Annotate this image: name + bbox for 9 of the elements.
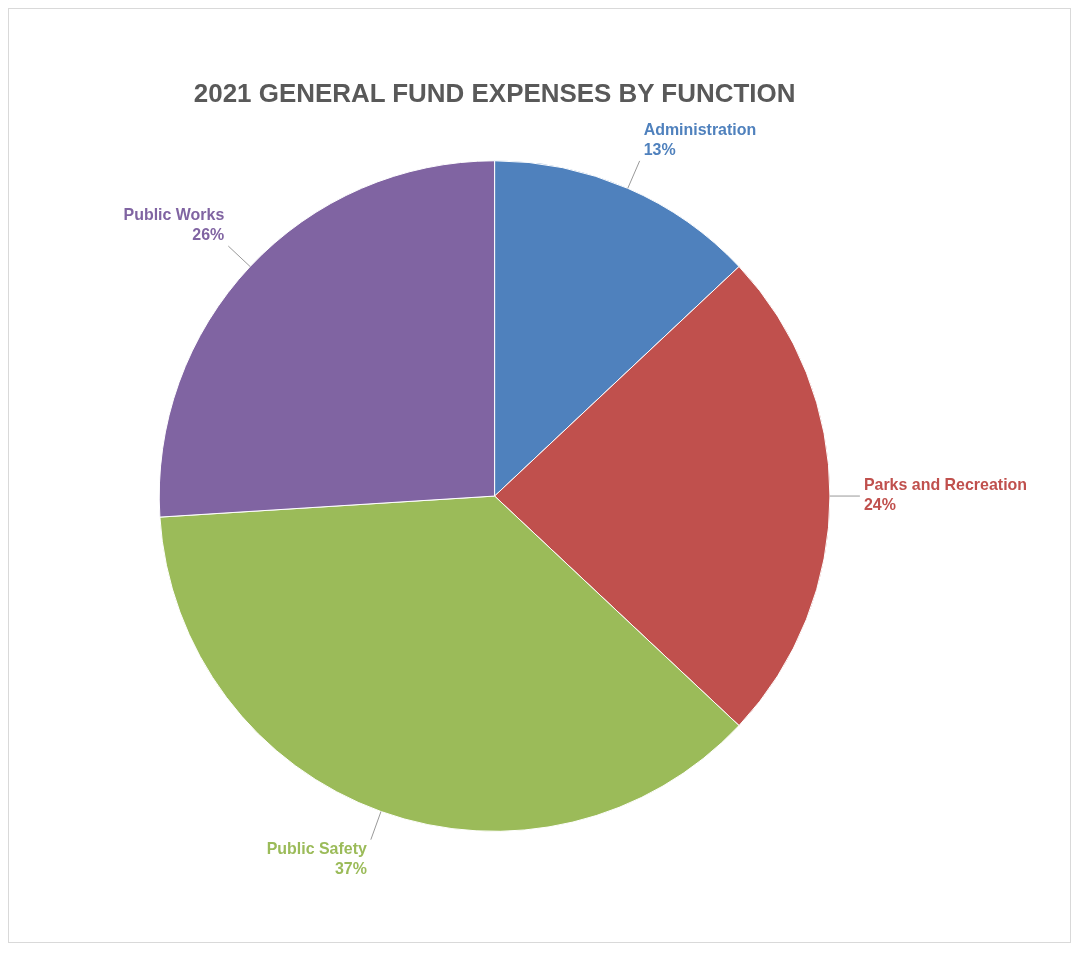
data-label: 24% <box>863 496 896 514</box>
slice-label: Public Works <box>123 206 225 224</box>
slice-label: Administration <box>643 120 757 138</box>
data-label: 13% <box>643 140 676 158</box>
slice-label: Parks and Recreation <box>863 476 1028 494</box>
slice-label: Public Safety <box>266 839 367 857</box>
data-label: 26% <box>192 226 225 244</box>
chart-title: 2021 GENERAL FUND EXPENSES BY FUNCTION <box>193 78 796 107</box>
data-label: 37% <box>334 859 367 877</box>
